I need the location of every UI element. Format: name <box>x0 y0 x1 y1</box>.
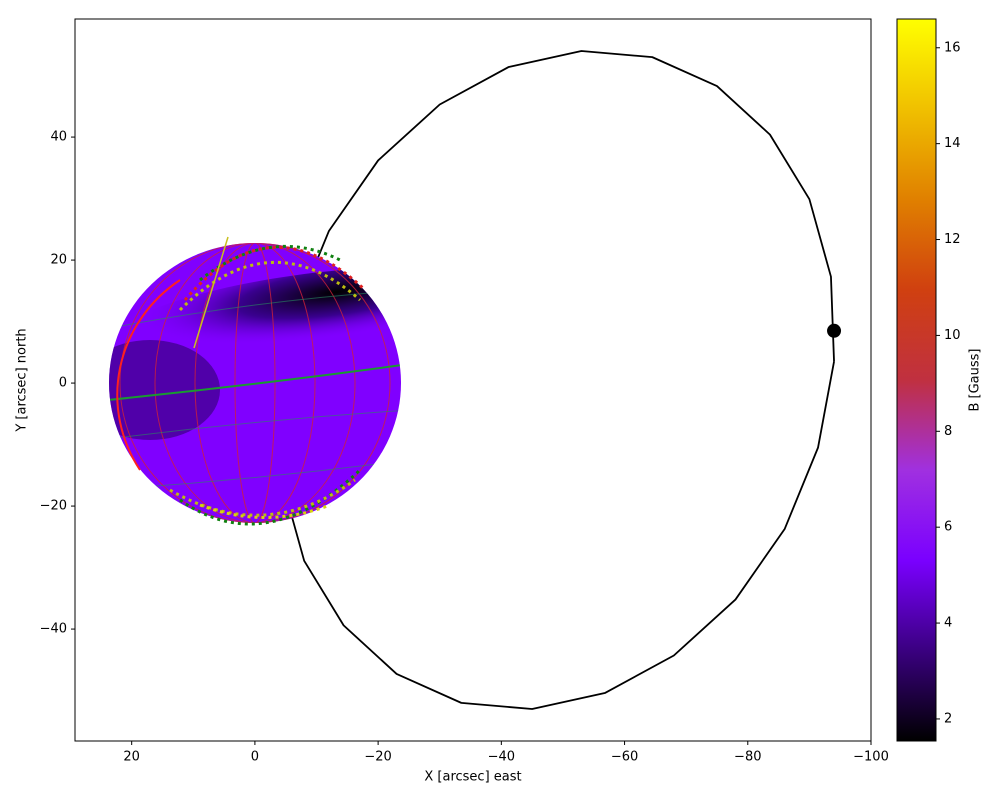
colorbar-tick-label: 4 <box>944 616 952 631</box>
x-tick-label: −20 <box>364 750 391 765</box>
x-tick-label: −40 <box>488 750 515 765</box>
x-tick-label: −80 <box>734 750 761 765</box>
x-tick-label: 20 <box>123 750 140 765</box>
planet <box>827 323 842 338</box>
colorbar <box>896 18 937 742</box>
colorbar-tick-label: 8 <box>944 424 952 439</box>
y-tick-label: 20 <box>50 253 67 268</box>
x-tick-label: 0 <box>251 750 259 765</box>
colorbar-tick-label: 14 <box>944 136 961 151</box>
plot-frame <box>74 18 872 742</box>
colorbar-tick-label: 6 <box>944 520 952 535</box>
colorbar-label: B [Gauss] <box>968 348 983 411</box>
x-axis-label: X [arcsec] east <box>424 770 521 785</box>
x-tick-label: −100 <box>853 750 889 765</box>
y-tick-label: −40 <box>40 622 67 637</box>
colorbar-tick-label: 10 <box>944 328 961 343</box>
colorbar-tick-label: 2 <box>944 711 952 726</box>
y-tick-label: −20 <box>40 499 67 514</box>
y-tick-label: 40 <box>50 130 67 145</box>
y-axis-label: Y [arcsec] north <box>15 328 30 432</box>
colorbar-tick-label: 12 <box>944 232 961 247</box>
x-tick-label: −60 <box>611 750 638 765</box>
colorbar-tick-label: 16 <box>944 40 961 55</box>
star <box>109 236 401 526</box>
y-tick-label: 0 <box>59 376 67 391</box>
